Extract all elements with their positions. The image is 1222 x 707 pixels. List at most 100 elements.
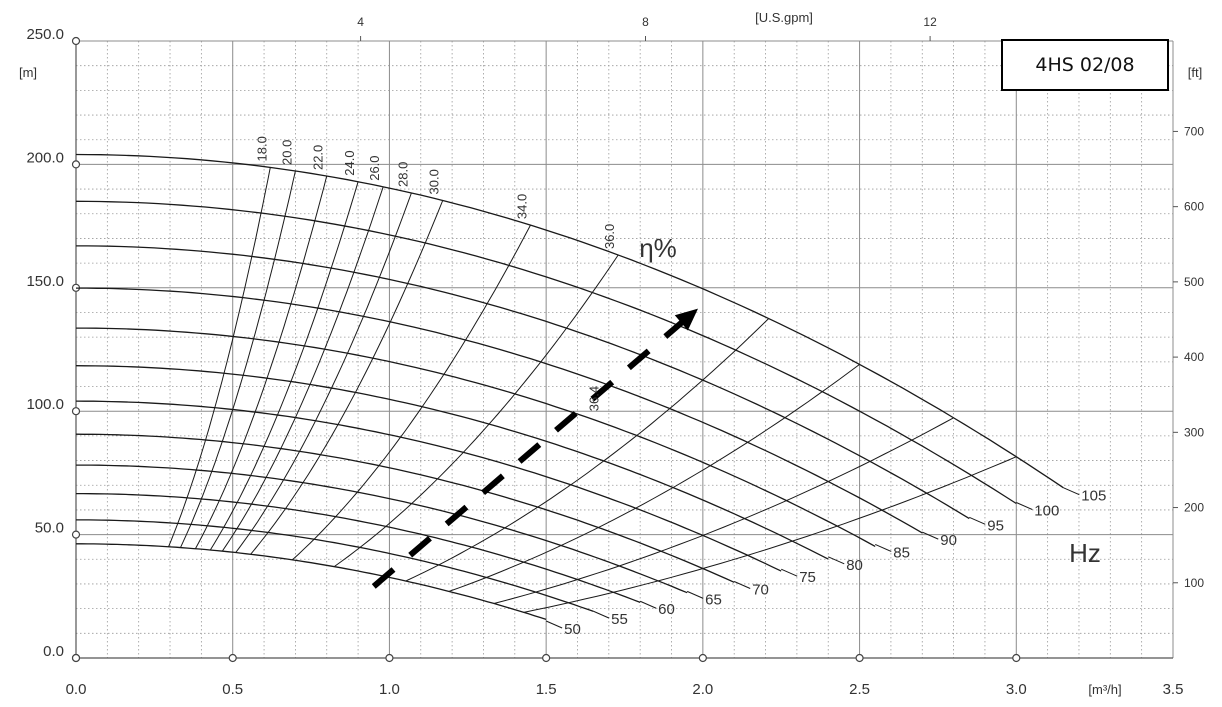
- x-tick-label: 0.5: [222, 681, 243, 698]
- frequency-curve-label: 55: [611, 611, 628, 628]
- frequency-curve: [75, 365, 829, 560]
- frequency-curve-label: 105: [1081, 488, 1106, 505]
- ft-tick-label: 400: [1184, 350, 1204, 364]
- frequency-curve-label: 70: [752, 581, 769, 598]
- x-tick-label: 2.5: [849, 681, 870, 698]
- efficiency-curve: [168, 167, 271, 547]
- efficiency-symbol-label: η%: [639, 233, 677, 263]
- frequency-curve-label: 80: [846, 557, 863, 574]
- frequency-label-leader: [592, 610, 610, 619]
- x-tick-marker: [542, 653, 551, 663]
- ft-tick-label: 500: [1184, 275, 1204, 289]
- left-axis-unit-label: [m]: [19, 65, 37, 80]
- bep-trend-arrow-shaft: [371, 310, 696, 589]
- efficiency-curve-label: 28.0: [395, 162, 410, 187]
- frequency-curve-label: 65: [705, 591, 722, 608]
- frequency-curve: [75, 433, 735, 583]
- x-tick-marker: [855, 653, 864, 663]
- frequency-label-leader: [781, 568, 798, 577]
- frequency-label-leader: [969, 516, 986, 525]
- efficiency-curve: [448, 363, 860, 592]
- frequency-curve-label: 100: [1034, 503, 1059, 520]
- efficiency-curve-label: 22.0: [311, 145, 326, 170]
- frequency-curve-label: 60: [658, 601, 675, 618]
- efficiency-curve-label: 18.0: [254, 136, 269, 161]
- bep-label: 36.4: [587, 386, 602, 411]
- ft-tick-label: 600: [1184, 200, 1204, 214]
- frequency-label-leader: [639, 600, 657, 609]
- y-tick-label: 50.0: [35, 520, 64, 537]
- ft-tick-label: 700: [1184, 124, 1204, 138]
- y-tick-marker: [71, 160, 81, 169]
- frequency-label-leader: [1063, 487, 1080, 496]
- x-tick-label: 2.0: [692, 681, 713, 698]
- x-tick-marker: [698, 653, 707, 663]
- x-tick-label: 3.0: [1006, 681, 1027, 698]
- y-tick-marker: [71, 530, 81, 539]
- frequency-curve-label: 75: [799, 569, 816, 586]
- x-tick-label: 0.0: [66, 681, 87, 698]
- efficiency-curve-label: 36.0: [602, 224, 617, 249]
- efficiency-curve: [180, 170, 296, 548]
- efficiency-curve-label: 30.0: [427, 169, 442, 194]
- efficiency-curve: [523, 456, 1017, 613]
- frequency-label-leader: [733, 581, 751, 589]
- frequency-label-leader: [545, 620, 563, 629]
- top-axis-unit-label: [U.S.gpm]: [755, 10, 813, 25]
- y-tick-marker: [71, 653, 81, 663]
- x-tick-label: 3.5: [1163, 681, 1184, 698]
- frequency-curve: [76, 519, 594, 612]
- ft-tick-label: 100: [1184, 576, 1204, 590]
- frequency-label-leader: [875, 544, 892, 552]
- y-tick-marker: [71, 407, 81, 416]
- frequency-curve-label: 50: [564, 621, 581, 638]
- efficiency-curve-label: 24.0: [342, 150, 357, 175]
- frequency-curve: [76, 287, 923, 534]
- frequency-curve: [75, 200, 1017, 505]
- frequency-label-leader: [1016, 502, 1033, 510]
- ft-tick-label: 300: [1184, 425, 1204, 439]
- frequency-curve: [76, 543, 547, 621]
- frequency-curve: [75, 153, 1064, 489]
- efficiency-curve: [250, 200, 444, 555]
- frequency-curve: [76, 245, 970, 520]
- efficiency-curve-label: 26.0: [367, 155, 382, 180]
- efficiency-curve: [405, 318, 770, 582]
- bep-trend-arrow-head: [674, 308, 699, 331]
- y-tick-label: 0.0: [43, 643, 64, 660]
- y-tick-label: 200.0: [26, 149, 64, 166]
- efficiency-curve-label: 34.0: [514, 194, 529, 219]
- frequency-unit-label: Hz: [1069, 538, 1101, 568]
- x-axis-unit-label: [m³/h]: [1088, 682, 1121, 697]
- frequency-curve: [76, 492, 641, 604]
- efficiency-curve: [493, 417, 954, 604]
- efficiency-curve: [292, 224, 531, 561]
- frequency-curve: [76, 327, 876, 547]
- efficiency-curve: [194, 175, 328, 549]
- gpm-tick-label: 12: [923, 15, 937, 29]
- ft-tick-label: 200: [1184, 501, 1204, 515]
- frequency-label-leader: [828, 556, 845, 565]
- y-tick-label: 150.0: [26, 273, 64, 290]
- gpm-tick-label: 8: [642, 15, 649, 29]
- y-tick-label: 250.0: [26, 26, 64, 43]
- model-title-box: 4HS 02/08: [1001, 39, 1169, 91]
- y-tick-label: 100.0: [26, 396, 64, 413]
- x-tick-label: 1.5: [536, 681, 557, 698]
- frequency-label-leader: [922, 531, 939, 540]
- gpm-tick-label: 4: [357, 15, 364, 29]
- frequency-curve-label: 90: [940, 532, 957, 549]
- x-tick-marker: [1012, 653, 1021, 663]
- x-tick-marker: [228, 653, 237, 663]
- efficiency-curve-label: 20.0: [279, 140, 294, 165]
- y-tick-marker: [71, 36, 81, 46]
- efficiency-curve: [221, 186, 384, 552]
- right-axis-unit-label: [ft]: [1188, 65, 1202, 80]
- efficiency-curve: [333, 254, 619, 568]
- frequency-curve-label: 95: [987, 517, 1004, 534]
- x-tick-marker: [385, 653, 394, 663]
- chart-title: 4HS 02/08: [1035, 54, 1135, 76]
- efficiency-curve: [235, 192, 412, 553]
